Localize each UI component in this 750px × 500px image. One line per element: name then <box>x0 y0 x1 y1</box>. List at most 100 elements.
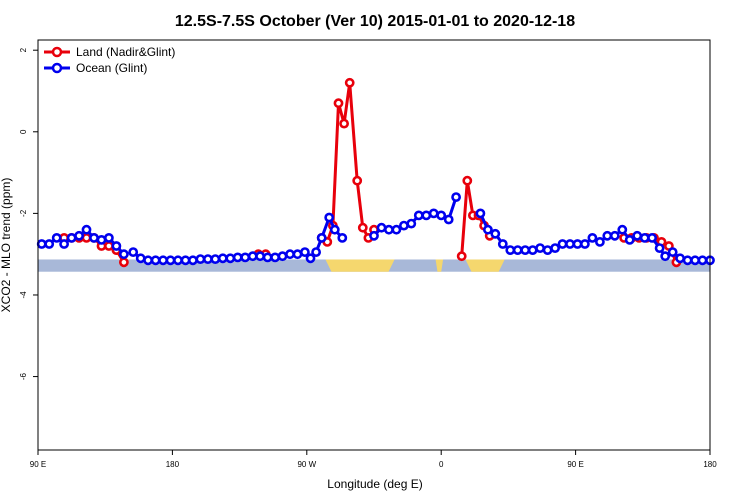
ocean-point-3-7 <box>527 245 538 255</box>
land-point-2-5 <box>344 77 355 88</box>
ocean-point-3-11 <box>557 239 568 249</box>
x-tick-label-4: 90 E <box>567 460 583 469</box>
ocean-point-3-2 <box>490 228 501 239</box>
ocean-point-1-9 <box>195 254 206 264</box>
ocean-point-3-30 <box>697 255 708 266</box>
legend-land-marker <box>51 46 63 58</box>
ocean-point-1-29 <box>337 232 348 243</box>
ocean-point-2-10 <box>443 214 454 225</box>
y-tick-label-0: 2 <box>19 47 28 52</box>
ocean-point-1-13 <box>225 253 236 264</box>
ocean-point-1-12 <box>217 253 228 264</box>
ocean-point-0-7 <box>89 232 99 243</box>
ocean-point-3-6 <box>520 245 531 255</box>
legend: Land (Nadir&Glint) Ocean (Glint) <box>44 45 175 75</box>
ocean-point-2-8 <box>428 208 439 219</box>
ocean-point-0-10 <box>111 241 122 251</box>
y-axis-label: XCO2 - MLO trend (ppm) <box>0 178 13 313</box>
ocean-point-0-3 <box>59 239 69 249</box>
ocean-point-0-0 <box>36 239 47 249</box>
ocean-point-3-5 <box>512 245 523 255</box>
ocean-point-2-1 <box>376 222 387 233</box>
y-axis: 2 0 -2 -4 -6 <box>19 47 38 380</box>
land-point-3-1 <box>462 175 473 186</box>
ocean-point-3-15 <box>587 232 598 243</box>
ocean-point-1-3 <box>150 255 161 266</box>
plot-frame <box>37 39 711 451</box>
chart-title: 12.5S-7.5S October (Ver 10) 2015-01-01 t… <box>175 13 575 30</box>
ocean-point-2-3 <box>391 224 402 235</box>
ocean-point-0-8 <box>96 234 107 245</box>
ocean-point-1-20 <box>277 251 288 262</box>
ocean-point-1-25 <box>311 247 321 257</box>
ocean-point-0-5 <box>74 230 84 241</box>
legend-ocean-marker <box>51 62 63 74</box>
ocean-point-3-25 <box>660 251 671 262</box>
y-tick-label-3: -4 <box>19 291 28 299</box>
ocean-point-1-14 <box>232 252 243 263</box>
ocean-point-3-9 <box>542 245 553 255</box>
ocean-point-3-1 <box>482 224 493 235</box>
land-point-0-8 <box>119 257 129 268</box>
ocean-point-3-3 <box>497 239 508 249</box>
x-tick-label-0: 90 E <box>30 460 46 469</box>
ocean-point-1-11 <box>210 254 221 264</box>
land-band-segment-0 <box>325 259 395 272</box>
ocean-point-2-0 <box>369 230 379 241</box>
land-point-2-7 <box>357 222 368 233</box>
ocean-point-3-19 <box>617 224 628 235</box>
ocean-point-1-21 <box>285 249 295 260</box>
ocean-point-3-20 <box>624 234 635 245</box>
land-point-2-3 <box>333 98 344 109</box>
ocean-point-1-6 <box>173 255 183 266</box>
y-tick-label-1: 0 <box>19 129 28 134</box>
ocean-point-3-26 <box>667 247 678 257</box>
ocean-point-3-27 <box>675 253 685 264</box>
land-band-segment-1 <box>435 259 444 272</box>
ocean-point-1-28 <box>329 224 340 235</box>
ocean-point-0-2 <box>51 232 62 243</box>
ocean-point-0-4 <box>66 232 77 243</box>
ocean-point-1-27 <box>324 212 335 223</box>
x-tick-label-5: 180 <box>703 460 717 469</box>
ocean-point-1-5 <box>165 255 176 266</box>
series-layer <box>36 77 715 268</box>
ocean-point-1-24 <box>305 253 316 264</box>
ocean-point-1-2 <box>143 255 153 266</box>
ocean-point-3-18 <box>609 230 620 241</box>
ocean-point-2-5 <box>406 218 417 229</box>
ocean-point-2-6 <box>413 210 424 221</box>
ocean-point-1-8 <box>187 255 198 266</box>
x-tick-label-2: 90 W <box>297 460 316 469</box>
land-point-2-4 <box>339 118 349 129</box>
ocean-point-3-0 <box>475 208 486 219</box>
ocean-point-3-10 <box>550 243 560 253</box>
x-axis-label: Longitude (deg E) <box>327 477 422 491</box>
ocean-point-1-26 <box>316 232 327 243</box>
ocean-point-3-14 <box>580 239 590 249</box>
x-tick-label-3: 0 <box>439 460 444 469</box>
ocean-point-3-16 <box>595 236 605 247</box>
ocean-point-3-23 <box>647 232 657 243</box>
x-tick-label-1: 180 <box>166 460 180 469</box>
land-point-3-0 <box>456 251 467 262</box>
ocean-point-1-18 <box>262 252 273 263</box>
y-tick-label-4: -6 <box>19 372 28 380</box>
legend-land-label: Land (Nadir&Glint) <box>76 45 175 59</box>
ocean-point-0-11 <box>119 249 129 260</box>
y-tick-label-2: -2 <box>19 209 28 217</box>
land-point-2-6 <box>352 175 363 186</box>
ocean-point-1-15 <box>240 252 251 263</box>
ocean-point-2-11 <box>451 192 461 202</box>
land-line-segment-2 <box>320 81 376 244</box>
ocean-point-3-21 <box>632 230 643 241</box>
ocean-point-2-4 <box>398 220 409 231</box>
series-ocean <box>36 192 715 266</box>
land-band-segment-2 <box>465 259 505 272</box>
ocean-point-2-9 <box>436 210 447 221</box>
ocean-point-3-24 <box>654 243 665 253</box>
ocean-point-3-8 <box>535 243 545 253</box>
x-axis: 90 E 180 90 W 0 90 E 180 <box>30 450 717 469</box>
ocean-point-0-6 <box>81 224 92 235</box>
